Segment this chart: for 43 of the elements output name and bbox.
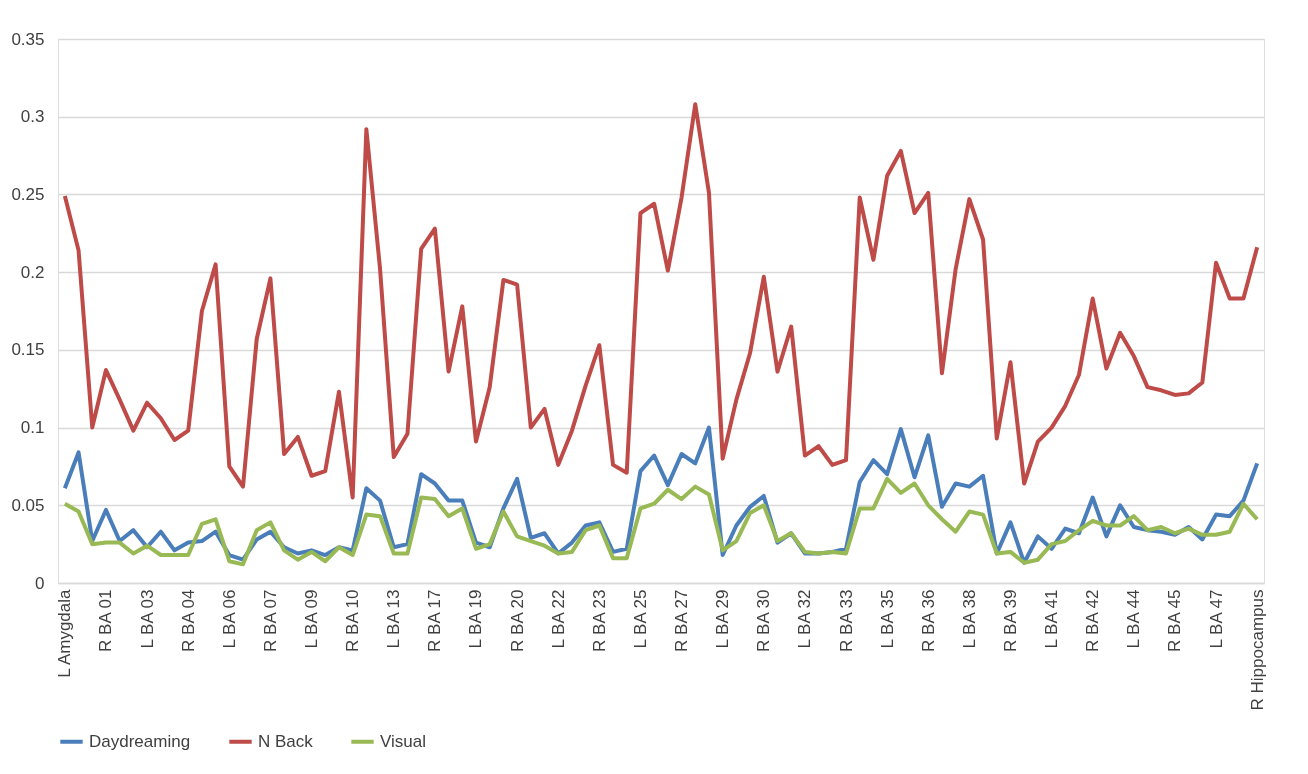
x-tick-label: L BA 25 (630, 589, 650, 649)
y-tick-label: 0.15 (11, 340, 45, 360)
x-tick-label: R BA 45 (1165, 589, 1185, 652)
x-tick-label: R BA 07 (260, 589, 280, 652)
x-tick-label: R Hippocampus (1247, 589, 1267, 711)
y-tick-label: 0.35 (11, 29, 45, 49)
line-series (62, 476, 1260, 567)
y-tick-label: 0.2 (20, 262, 45, 282)
x-tick-label: L BA 03 (137, 589, 157, 649)
x-tick-label: L BA 32 (795, 589, 815, 649)
x-tick-label: L BA 44 (1124, 589, 1144, 649)
x-tick-label: R BA 27 (672, 589, 692, 652)
x-tick-label: L BA 13 (384, 589, 404, 649)
x-tick-label: R BA 01 (96, 589, 116, 652)
x-tick-label: R BA 04 (178, 589, 198, 652)
x-tick-label: R BA 39 (1000, 589, 1020, 652)
x-tick-label: R BA 17 (425, 589, 445, 652)
y-tick-label: 0.1 (20, 418, 45, 438)
x-tick-label: L BA 22 (548, 589, 568, 649)
x-tick-label: L BA 29 (713, 589, 733, 649)
legend-label: N Back (258, 731, 314, 751)
x-tick-label: L BA 06 (219, 589, 239, 649)
x-tick-label: R BA 42 (1083, 589, 1103, 652)
x-tick-label: L Amygdala (55, 588, 75, 678)
legend-label: Visual (380, 731, 426, 751)
x-tick-label: L BA 38 (959, 589, 979, 649)
y-tick-label: 0.25 (11, 184, 45, 204)
x-tick-label: R BA 23 (589, 589, 609, 652)
x-tick-label: R BA 33 (836, 589, 856, 652)
x-tick-label: R BA 20 (507, 589, 527, 652)
x-tick-label: L BA 19 (466, 589, 486, 649)
line-series (62, 102, 1260, 500)
x-tick-label: R BA 30 (754, 589, 774, 652)
legend-label: Daydreaming (89, 731, 191, 751)
x-tick-label: R BA 36 (918, 589, 938, 652)
y-tick-label: 0.3 (20, 107, 45, 127)
x-tick-label: L BA 09 (302, 589, 322, 649)
x-tick-label: L BA 35 (877, 589, 897, 649)
y-tick-label: 0 (35, 573, 45, 593)
x-tick-label: R BA 10 (343, 589, 363, 652)
x-tick-label: L BA 41 (1042, 589, 1062, 649)
x-tick-label: L BA 47 (1206, 589, 1226, 649)
y-tick-label: 0.05 (11, 495, 45, 515)
